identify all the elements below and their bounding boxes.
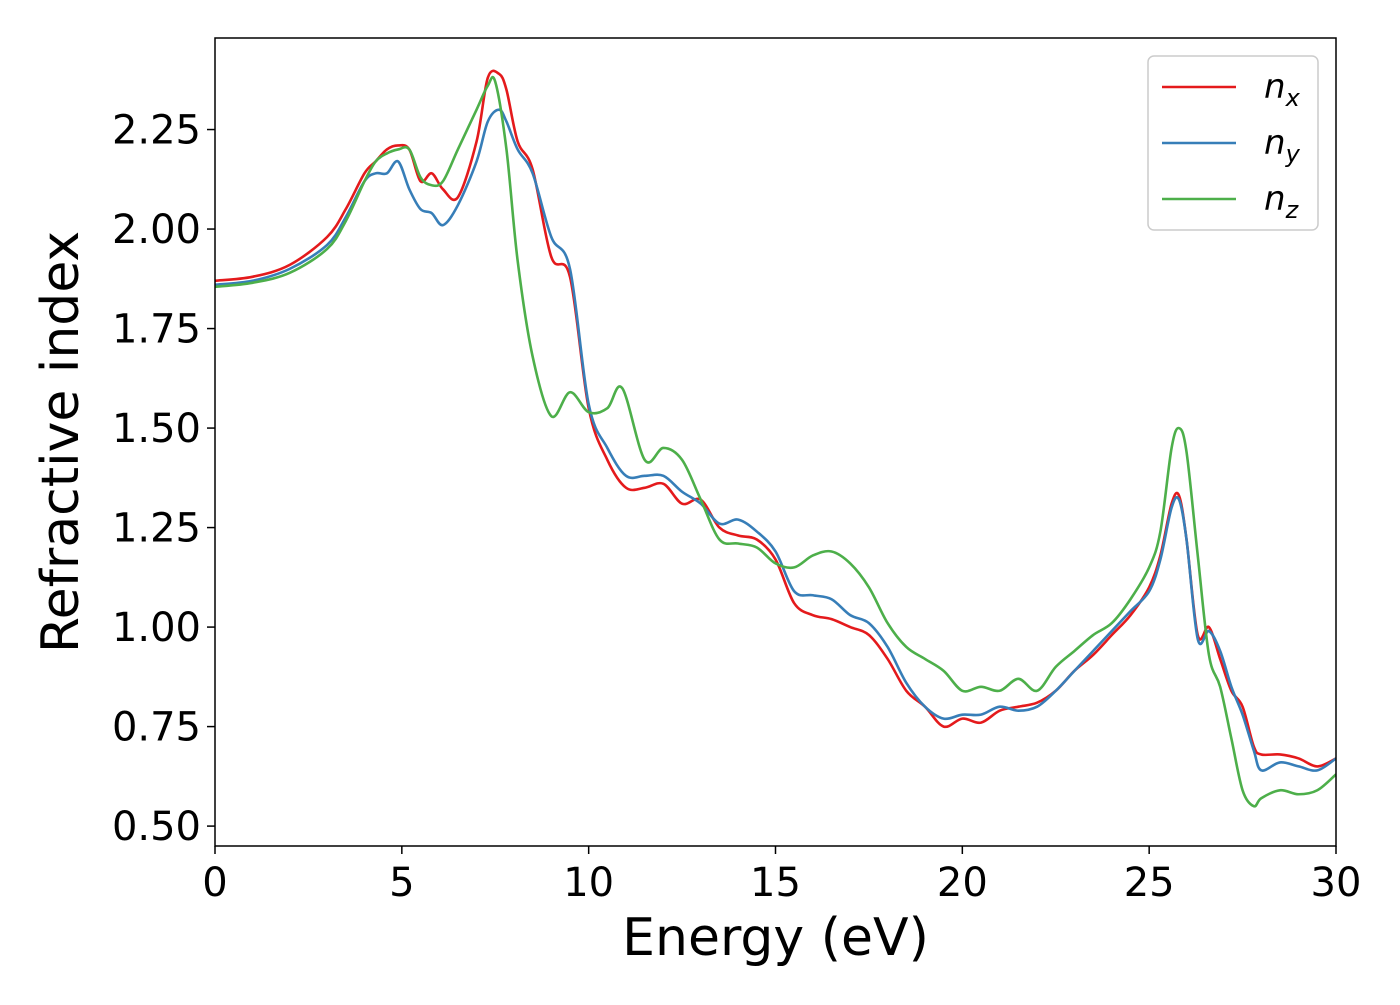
x-tick-label: 20 xyxy=(937,860,988,906)
x-tick-label: 5 xyxy=(389,860,414,906)
legend-label-x: nx xyxy=(1264,67,1301,112)
y-tick-label: 1.00 xyxy=(112,605,201,651)
y-tick-label: 2.25 xyxy=(112,108,201,154)
legend-label-base: n xyxy=(1264,67,1286,107)
x-tick-label: 10 xyxy=(563,860,614,906)
legend-label-base: n xyxy=(1264,123,1286,163)
y-tick-label: 0.50 xyxy=(112,804,201,850)
y-axis-ticks: 0.50 0.75 1.00 1.25 1.50 1.75 2.00 2.25 xyxy=(112,108,215,850)
x-axis-title: Energy (eV) xyxy=(622,908,929,968)
x-tick-label: 30 xyxy=(1311,860,1362,906)
y-axis-title: Refractive index xyxy=(31,231,91,653)
legend-label-z: nz xyxy=(1264,179,1300,224)
legend-label-subscript: x xyxy=(1285,84,1301,112)
y-tick-label: 1.75 xyxy=(112,307,201,353)
legend-label-subscript: z xyxy=(1285,196,1300,224)
y-tick-label: 0.75 xyxy=(112,705,201,751)
x-tick-label: 25 xyxy=(1124,860,1175,906)
legend-label-y: ny xyxy=(1264,123,1301,168)
x-axis-ticks: 0 5 10 15 20 25 30 xyxy=(202,846,1361,906)
y-tick-label: 1.50 xyxy=(112,406,201,452)
series-line-y xyxy=(215,108,1336,772)
y-tick-label: 2.00 xyxy=(112,207,201,253)
legend-label-subscript: y xyxy=(1285,140,1301,168)
y-tick-label: 1.25 xyxy=(112,506,201,552)
legend-label-base: n xyxy=(1264,179,1286,219)
series-layer xyxy=(215,69,1336,808)
series-line-z xyxy=(215,75,1336,808)
x-tick-label: 15 xyxy=(750,860,801,906)
x-tick-label: 0 xyxy=(202,860,227,906)
